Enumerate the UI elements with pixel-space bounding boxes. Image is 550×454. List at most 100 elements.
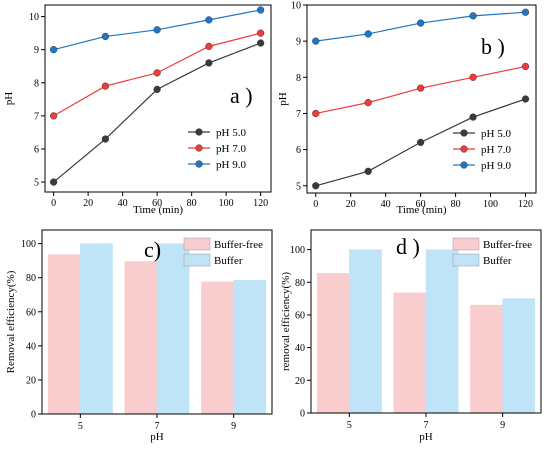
x-axis-label: pH bbox=[150, 431, 164, 443]
y-tick-label: 6 bbox=[34, 144, 39, 155]
x-tick-label: 9 bbox=[500, 420, 505, 431]
x-tick-label: 7 bbox=[424, 420, 429, 431]
y-tick-label: 6 bbox=[296, 145, 301, 156]
line-chart-panel: 0 20 40 60 80 100 120 5 6 7 8 9 10 pH 5.0 pH 7.0 pH 9.0… bbox=[3, 4, 272, 216]
x-tick-label: 40 bbox=[381, 199, 391, 210]
data-point bbox=[257, 39, 265, 47]
y-tick-label: 100 bbox=[21, 239, 36, 250]
data-point bbox=[469, 113, 477, 121]
y-axis-label: pH bbox=[3, 92, 15, 106]
data-point bbox=[50, 46, 58, 54]
y-tick-label: 20 bbox=[26, 375, 36, 386]
x-tick-label: 100 bbox=[483, 199, 498, 210]
panel-label: a ) bbox=[230, 83, 253, 108]
data-point bbox=[417, 84, 425, 92]
y-tick-label: 8 bbox=[34, 78, 39, 89]
data-point bbox=[469, 73, 477, 81]
legend-label: Buffer-free bbox=[214, 239, 263, 251]
bar bbox=[124, 261, 158, 415]
y-tick-label: 60 bbox=[26, 307, 36, 318]
y-tick-label: 80 bbox=[295, 278, 305, 289]
panel-label: b ) bbox=[481, 34, 505, 59]
data-point bbox=[312, 109, 320, 118]
data-point bbox=[101, 32, 109, 41]
x-tick-label: 0 bbox=[313, 199, 318, 210]
data-point bbox=[364, 99, 372, 107]
data-point bbox=[50, 178, 58, 186]
data-point bbox=[101, 82, 109, 90]
data-point bbox=[417, 19, 425, 27]
panel-label: c) bbox=[144, 237, 161, 262]
legend-marker bbox=[460, 161, 468, 169]
y-tick-label: 10 bbox=[291, 1, 301, 12]
x-tick-label: 20 bbox=[83, 198, 93, 209]
legend-marker bbox=[460, 145, 468, 153]
y-tick-label: 100 bbox=[290, 245, 305, 256]
legend-marker bbox=[195, 160, 203, 168]
data-point bbox=[364, 30, 372, 38]
x-tick-label: 7 bbox=[155, 421, 160, 432]
bar bbox=[316, 273, 350, 414]
x-tick-label: 120 bbox=[518, 199, 533, 210]
y-tick-label: 40 bbox=[295, 343, 305, 354]
legend-label: Buffer bbox=[483, 255, 512, 267]
data-point bbox=[153, 26, 161, 34]
data-point bbox=[153, 85, 161, 93]
y-tick-label: 10 bbox=[29, 12, 39, 23]
legend-label: Buffer-free bbox=[483, 239, 532, 251]
data-point bbox=[521, 95, 530, 103]
bar bbox=[393, 292, 427, 414]
legend-label: pH 7.0 bbox=[481, 144, 511, 156]
line-chart-panel: 0 20 40 60 80 100 120 5 6 7 8 9 10 pH 5.0 pH 7.0 pH 9.0… bbox=[277, 1, 537, 216]
data-point bbox=[312, 37, 320, 45]
y-tick-label: 80 bbox=[26, 273, 36, 284]
legend-swatch bbox=[183, 253, 211, 267]
bar-chart-panel: 5 7 9 0 20 40 60 80 100 Buffer-free Buffer pH Remova… bbox=[5, 229, 273, 443]
x-axis-label: pH bbox=[419, 431, 433, 443]
legend-label: pH 5.0 bbox=[216, 127, 246, 139]
plot-frame bbox=[306, 4, 537, 194]
y-tick-label: 5 bbox=[34, 178, 39, 189]
data-point bbox=[50, 112, 58, 120]
plot-frame bbox=[310, 229, 542, 414]
data-point bbox=[101, 135, 109, 143]
data-point bbox=[312, 182, 320, 190]
y-tick-label: 7 bbox=[296, 109, 301, 120]
bar bbox=[502, 298, 536, 414]
legend-swatch bbox=[183, 237, 211, 251]
y-tick-label: 60 bbox=[295, 310, 305, 321]
y-tick-label: 7 bbox=[34, 111, 39, 122]
x-tick-label: 100 bbox=[219, 198, 234, 209]
x-tick-label: 40 bbox=[118, 198, 128, 209]
bar bbox=[425, 249, 459, 414]
data-point bbox=[417, 138, 425, 146]
legend-marker bbox=[195, 128, 203, 136]
data-point bbox=[521, 8, 530, 16]
data-point bbox=[364, 167, 372, 175]
bar bbox=[470, 304, 503, 414]
plot-frame bbox=[41, 229, 273, 415]
data-point bbox=[521, 62, 530, 71]
x-tick-label: 80 bbox=[187, 198, 197, 209]
panel-label: d ) bbox=[396, 234, 420, 259]
x-tick-label: 80 bbox=[451, 199, 461, 210]
bar bbox=[233, 280, 267, 415]
y-tick-label: 9 bbox=[296, 37, 301, 48]
data-point bbox=[257, 29, 265, 37]
legend-label: Buffer bbox=[214, 255, 243, 267]
y-tick-label: 5 bbox=[296, 181, 301, 192]
data-point bbox=[469, 12, 477, 20]
bar-chart-panel: 5 7 9 0 20 40 60 80 100 Buffer-free Buffer pH remova… bbox=[280, 229, 542, 443]
data-point bbox=[257, 6, 265, 14]
legend-label: pH 5.0 bbox=[481, 128, 511, 140]
legend-label: pH 9.0 bbox=[216, 159, 246, 171]
x-tick-label: 60 bbox=[152, 198, 162, 209]
bar bbox=[80, 243, 113, 415]
data-point bbox=[153, 69, 161, 77]
legend-label: pH 7.0 bbox=[216, 143, 246, 155]
x-tick-label: 20 bbox=[346, 199, 356, 210]
legend-swatch bbox=[452, 253, 480, 267]
x-axis-label: Time (min) bbox=[133, 204, 183, 216]
bar bbox=[201, 281, 234, 415]
x-tick-label: 0 bbox=[51, 198, 56, 209]
